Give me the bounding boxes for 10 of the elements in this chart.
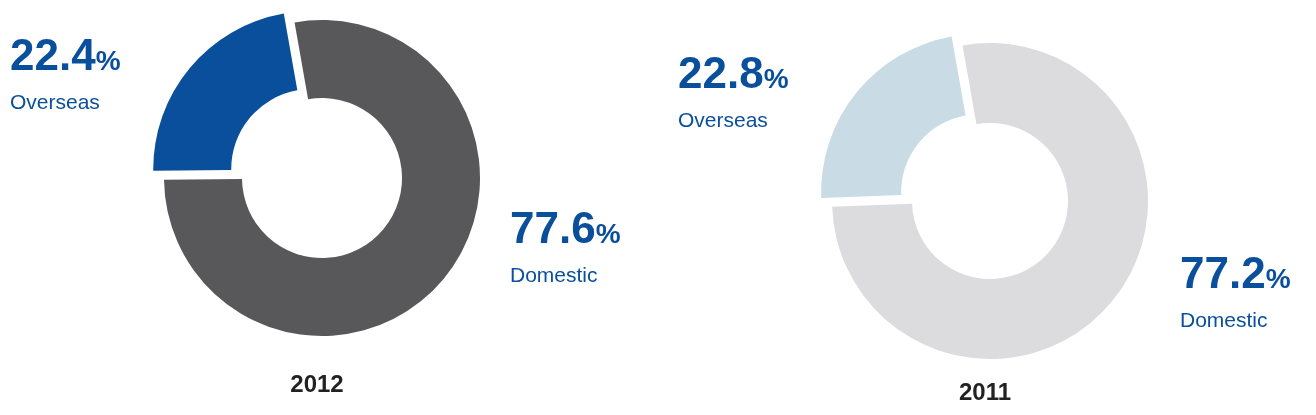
data-label: 22.8%: [678, 48, 789, 99]
data-label: 77.2%: [1180, 248, 1291, 299]
text: 2011: [957, 378, 1013, 406]
slice-label: Overseas: [678, 108, 769, 132]
slice-label: Domestic: [1180, 308, 1269, 332]
data-label: 22.4%: [10, 30, 121, 81]
data-label: 77.6%: [510, 203, 621, 254]
slice-label: Overseas: [10, 90, 101, 114]
slice-label: Domestic: [510, 263, 599, 287]
text: 2012: [289, 370, 345, 398]
